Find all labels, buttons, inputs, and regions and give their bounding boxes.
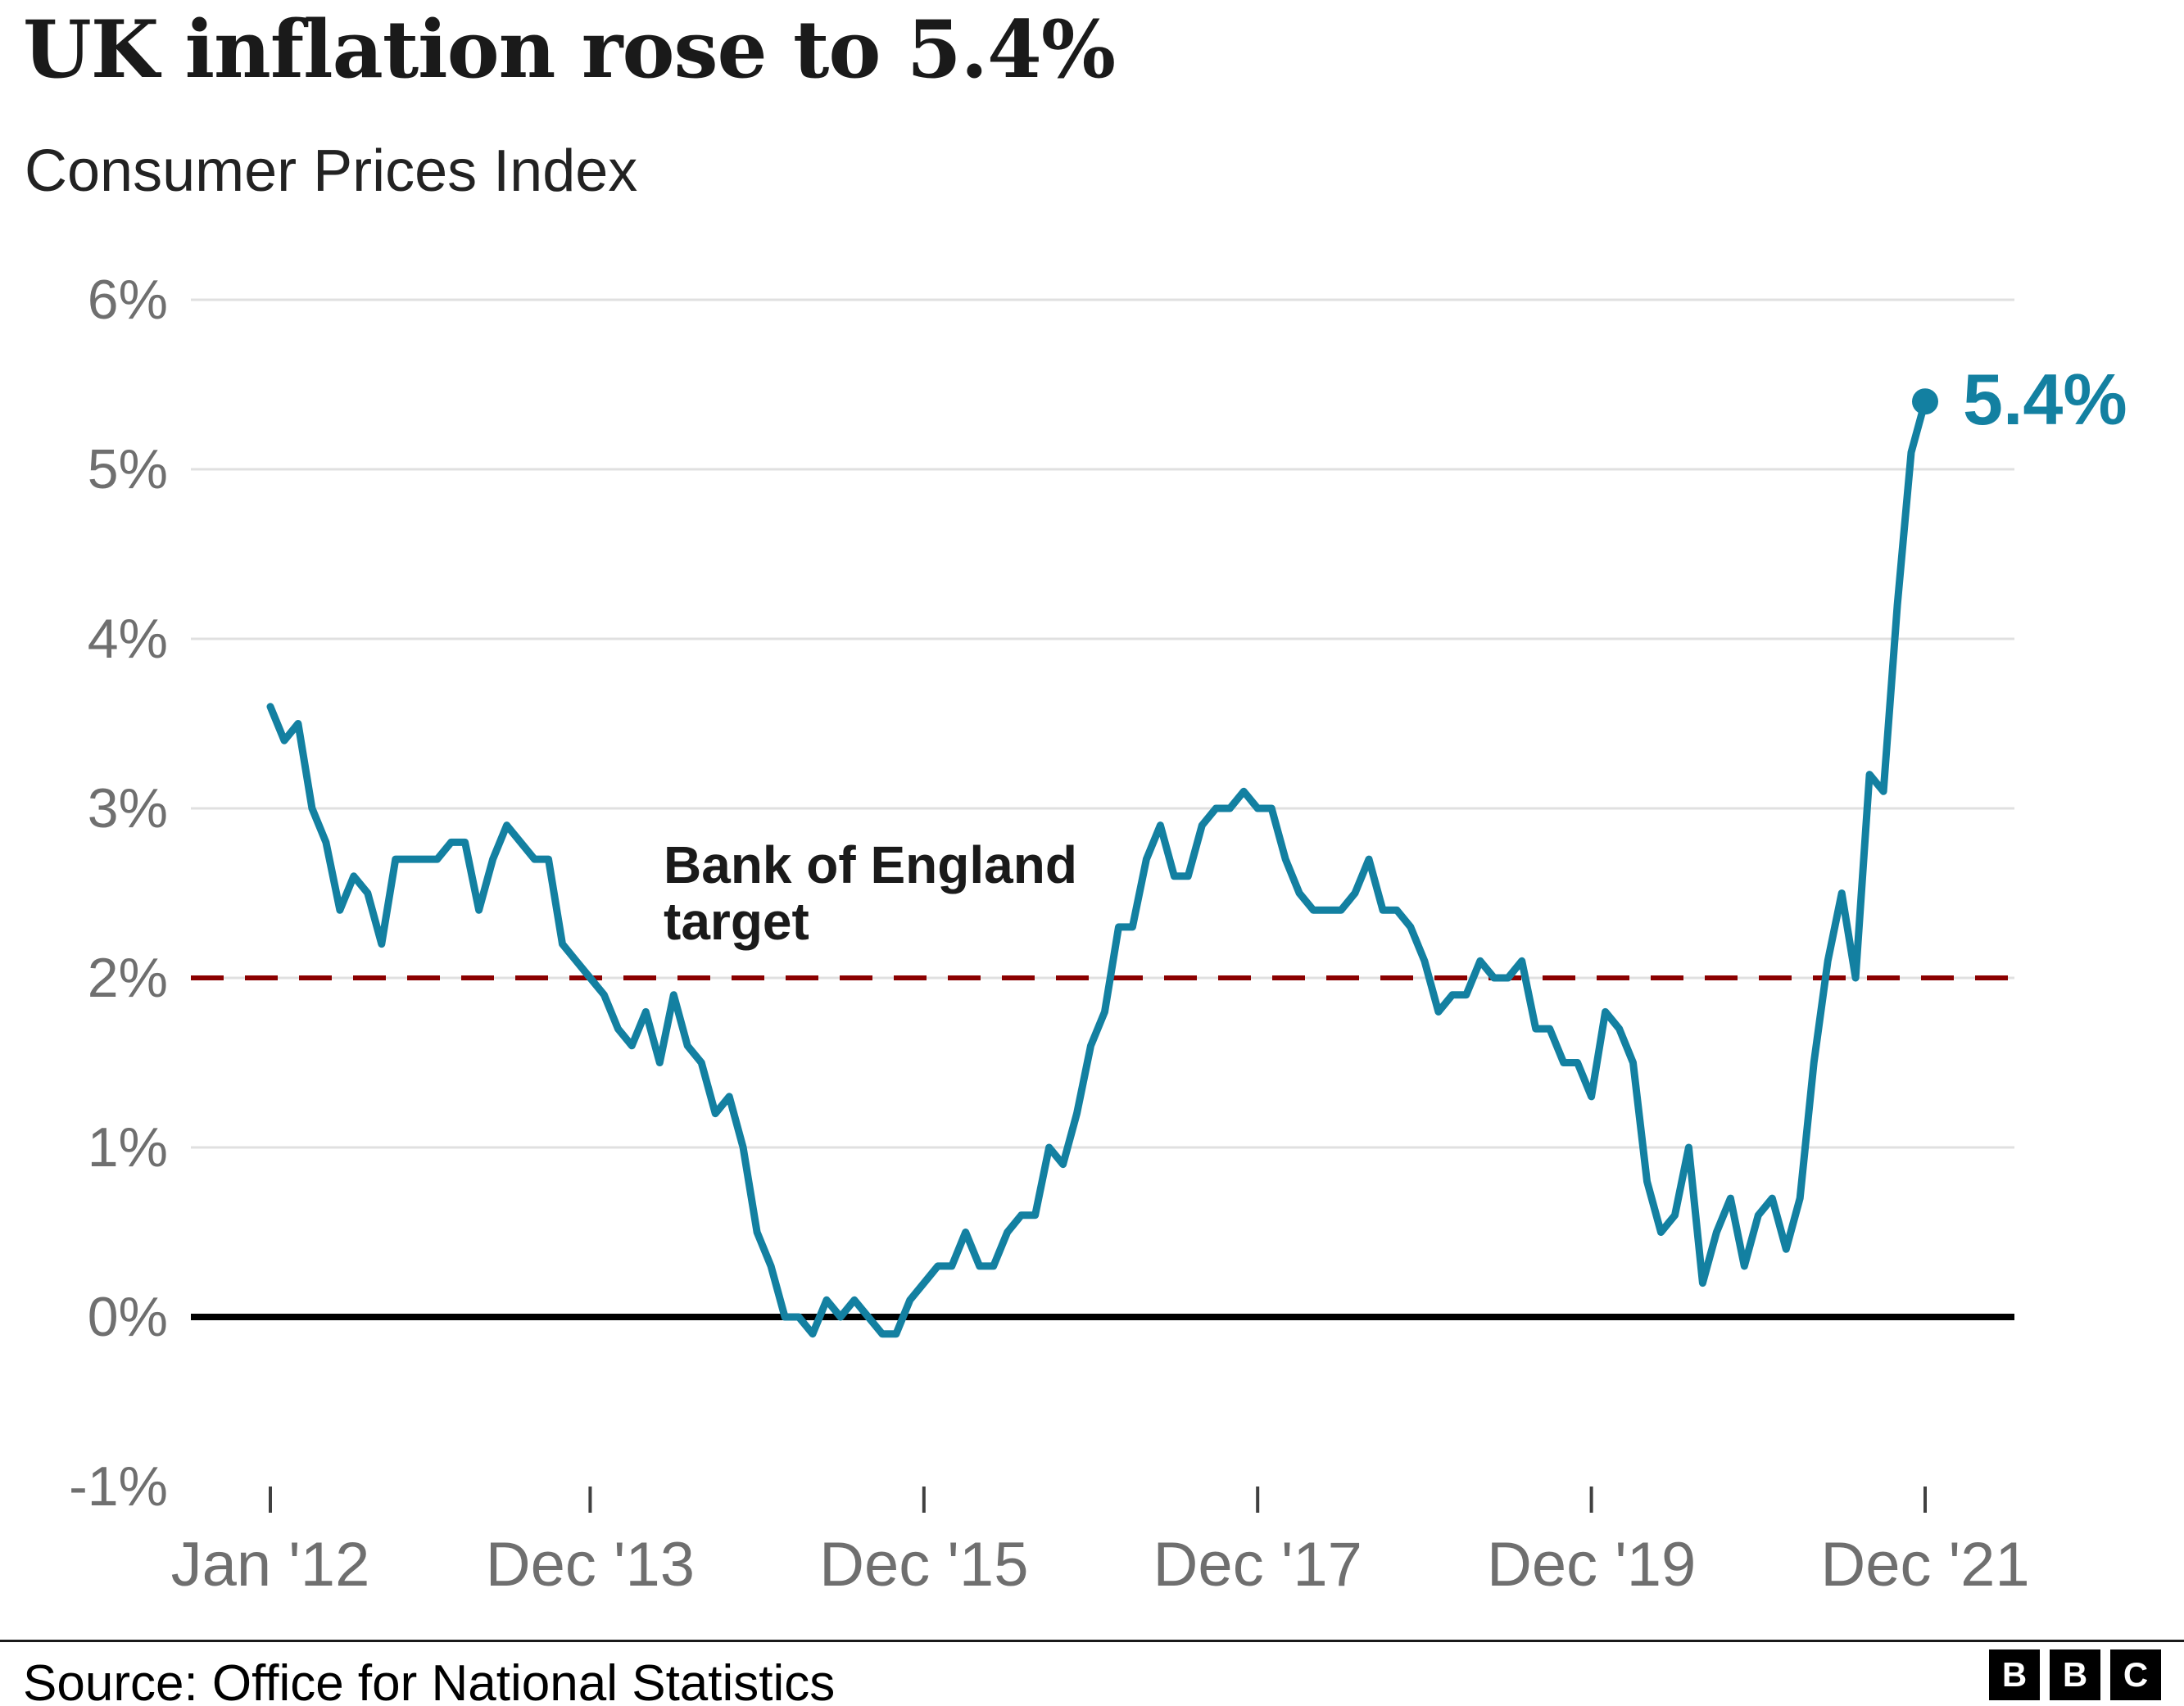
source-text: Source: Office for National Statistics bbox=[23, 1655, 836, 1706]
x-tick-label: Dec '15 bbox=[819, 1530, 1028, 1600]
target-annotation-line1: Bank of England bbox=[664, 835, 1077, 894]
x-tick-label: Jan '12 bbox=[171, 1530, 370, 1600]
target-annotation-line2: target bbox=[664, 892, 809, 952]
target-annotation: Bank of England target bbox=[664, 835, 1077, 952]
latest-point bbox=[1912, 388, 1938, 415]
y-tick-label: 2% bbox=[88, 947, 168, 1009]
bbc-logo-letter: C bbox=[2110, 1649, 2161, 1700]
y-tick-label: 4% bbox=[88, 608, 168, 670]
chart-title: UK inflation rose to 5.4% bbox=[23, 3, 1116, 96]
x-tick-label: Dec '19 bbox=[1487, 1530, 1696, 1600]
x-tick-label: Dec '21 bbox=[1820, 1530, 2029, 1600]
y-tick-label: 6% bbox=[88, 269, 168, 331]
x-tick-label: Dec '17 bbox=[1153, 1530, 1362, 1600]
y-tick-label: 3% bbox=[88, 777, 168, 839]
y-tick-label: 5% bbox=[88, 438, 168, 500]
bbc-logo-letter: B bbox=[2050, 1649, 2100, 1700]
y-tick-label: -1% bbox=[69, 1455, 168, 1518]
bbc-logo-letter: B bbox=[1989, 1649, 2040, 1700]
bbc-logo: B B C bbox=[1989, 1649, 2161, 1700]
chart-subtitle: Consumer Prices Index bbox=[25, 138, 638, 204]
x-tick-label: Dec '13 bbox=[486, 1530, 695, 1600]
cpi-line bbox=[266, 397, 1929, 1338]
latest-value-label: 5.4% bbox=[1963, 359, 2127, 440]
y-tick-label: 0% bbox=[88, 1286, 168, 1348]
y-tick-label: 1% bbox=[88, 1116, 168, 1179]
footer-divider bbox=[0, 1640, 2184, 1642]
